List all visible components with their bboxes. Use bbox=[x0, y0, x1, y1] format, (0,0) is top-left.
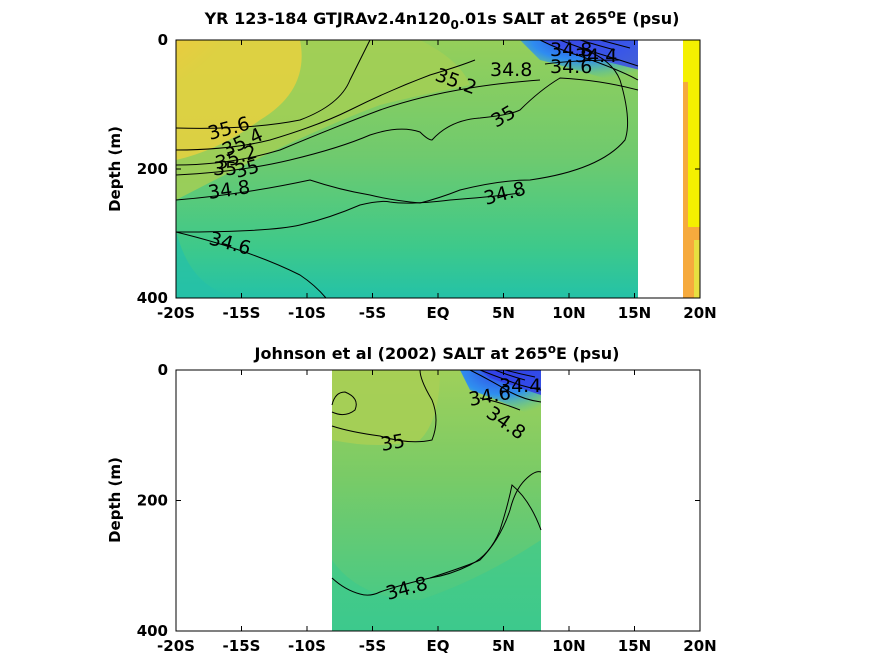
axis-ticks-observed: -20S -15S -10S -5S EQ 5N 10N 15N 20N 0 200 400 bbox=[137, 361, 717, 655]
right-strip-mid bbox=[688, 82, 700, 227]
x-tick-label: -5S bbox=[359, 637, 386, 655]
x-tick-label: 15N bbox=[618, 304, 651, 322]
axis-ticks-model: -20S -15S -10S -5S EQ 5N 10N 15N 20N 0 200 400 bbox=[137, 31, 717, 322]
y-tick-label: 0 bbox=[158, 31, 168, 49]
x-tick-label: 10N bbox=[552, 304, 585, 322]
contour-lines-model bbox=[175, 39, 639, 299]
contour-label: 34.4 bbox=[499, 375, 541, 397]
y-axis-label-observed: Depth (m) bbox=[106, 457, 124, 543]
panel-model-title: YR 123-184 GTJRAv2.4n1200.01s SALT at 26… bbox=[204, 7, 680, 32]
x-tick-label: -20S bbox=[157, 637, 195, 655]
salinity-field-observed bbox=[332, 370, 541, 631]
contour-label: 34.4 bbox=[575, 45, 617, 67]
y-tick-label: 200 bbox=[137, 492, 168, 510]
x-tick-label: -10S bbox=[288, 637, 326, 655]
contour-label: 34.8 bbox=[490, 59, 532, 81]
y-tick-label: 200 bbox=[137, 160, 168, 178]
x-tick-label: 10N bbox=[552, 637, 585, 655]
x-tick-label: -15S bbox=[223, 304, 261, 322]
y-tick-label: 400 bbox=[137, 622, 168, 640]
contour-lines-observed bbox=[331, 369, 542, 596]
x-tick-label: 5N bbox=[492, 304, 515, 322]
y-tick-label: 400 bbox=[137, 289, 168, 307]
x-tick-label: 20N bbox=[683, 304, 716, 322]
contour-label: 35 bbox=[213, 158, 237, 180]
contour-labels-model: 35.6 35.4 35.2 35 35 34.8 34.6 35.2 34.8… bbox=[206, 39, 618, 260]
x-tick-label: EQ bbox=[427, 304, 450, 322]
x-tick-label: 5N bbox=[492, 637, 515, 655]
x-tick-label: -15S bbox=[223, 637, 261, 655]
x-tick-label: -10S bbox=[288, 304, 326, 322]
y-axis-label-model: Depth (m) bbox=[106, 126, 124, 212]
x-tick-label: -20S bbox=[157, 304, 195, 322]
x-tick-label: -5S bbox=[359, 304, 386, 322]
panel-observed: Johnson et al (2002) SALT at 265oE (psu)… bbox=[106, 342, 717, 655]
panel-observed-title: Johnson et al (2002) SALT at 265oE (psu) bbox=[254, 342, 620, 363]
contour-label: 34.8 bbox=[550, 39, 592, 61]
panel-model: YR 123-184 GTJRAv2.4n1200.01s SALT at 26… bbox=[106, 7, 717, 322]
contour-label: 35 bbox=[379, 430, 407, 456]
x-tick-label: EQ bbox=[427, 637, 450, 655]
x-tick-label: 15N bbox=[618, 637, 651, 655]
right-strip-top bbox=[683, 40, 700, 82]
x-tick-label: 20N bbox=[683, 637, 716, 655]
y-tick-label: 0 bbox=[158, 361, 168, 379]
right-strip-bottom bbox=[694, 240, 700, 298]
contour-label: 34.6 bbox=[550, 56, 592, 78]
